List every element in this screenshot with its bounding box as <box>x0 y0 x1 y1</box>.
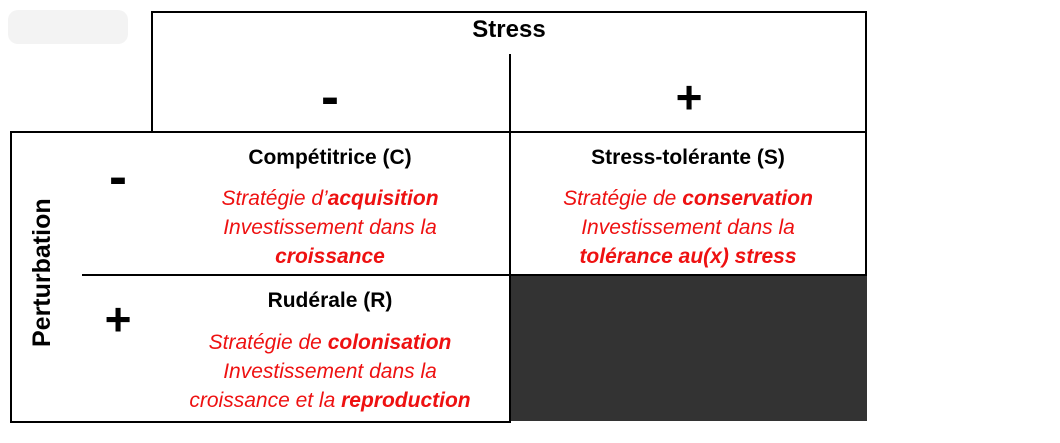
stress-minus-sign: - <box>321 67 339 127</box>
stress-tolerante-line-2: Investissement dans la <box>581 216 795 239</box>
stress-tolerante-title: Stress-tolérante (S) <box>591 146 785 169</box>
perturbation-divider-line <box>82 274 867 276</box>
stress-header: Stress <box>472 16 546 43</box>
stress-tolerante-description: Stratégie de conservation Investissement… <box>511 184 865 271</box>
ruderale-title: Rudérale (R) <box>267 289 393 312</box>
stress-tolerante-line-1: Stratégie de conservation <box>563 187 813 210</box>
stress-tolerante-line-3: tolérance au(x) stress <box>579 245 797 268</box>
ruderale-line-1: Stratégie de colonisation <box>208 331 452 354</box>
grid-bottom-line <box>10 421 511 423</box>
competitrice-line-1: Stratégie d’acquisition <box>221 187 439 210</box>
competitrice-title: Compétitrice (C) <box>248 146 412 169</box>
ruderale-description: Stratégie de colonisation Investissement… <box>151 328 509 415</box>
competitrice-line-3: croissance <box>275 245 385 268</box>
perturbation-minus-sign: - <box>109 147 127 207</box>
perturbation-plus-sign: + <box>104 293 132 345</box>
empty-cell-dark <box>511 276 867 421</box>
grid-top-line <box>151 11 867 13</box>
ruderale-line-3: croissance et la reproduction <box>189 389 471 412</box>
grid-left-outer-line <box>10 131 12 423</box>
stress-divider-line <box>509 54 511 423</box>
grid-left-line-upper <box>151 11 153 132</box>
perturbation-label: Perturbation <box>28 198 56 347</box>
ruderale-line-2: Investissement dans la <box>223 360 437 383</box>
grid-header-bottom-line <box>10 131 867 133</box>
competitrice-description: Stratégie d’acquisition Investissement d… <box>151 184 509 271</box>
grid-right-line <box>865 11 867 275</box>
competitrice-line-2: Investissement dans la <box>223 216 437 239</box>
scan-artifact <box>8 10 128 44</box>
stress-plus-sign: + <box>675 71 703 123</box>
